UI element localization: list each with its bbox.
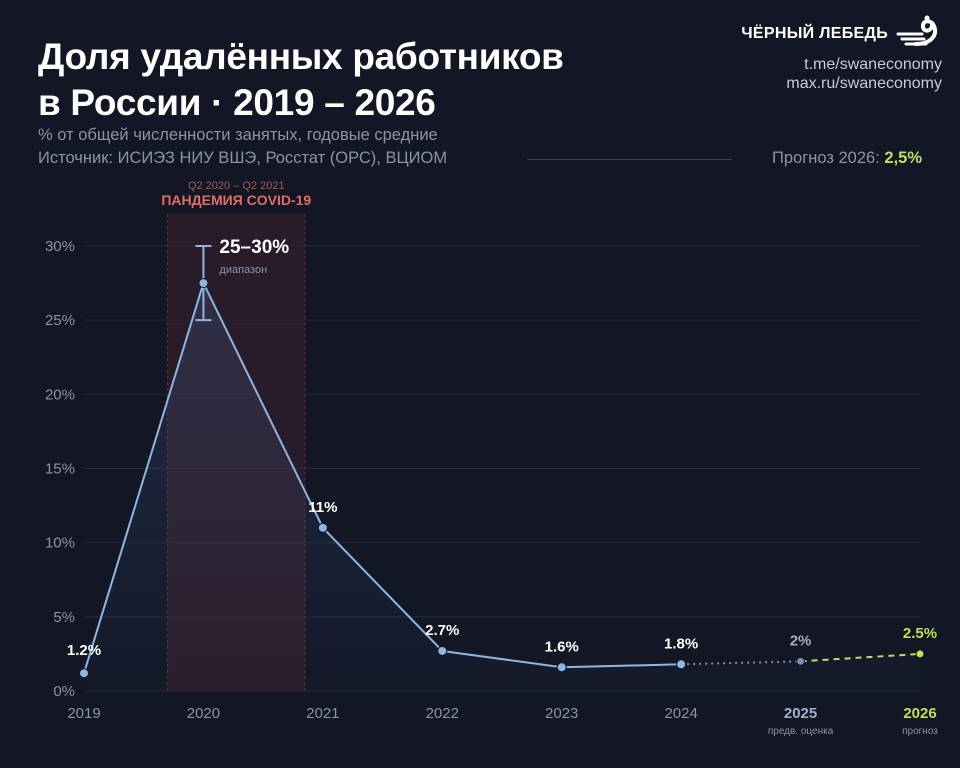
line-segment <box>322 527 444 652</box>
y-tick-label: 10% <box>45 535 75 552</box>
x-tick-sublabel: прогноз <box>902 726 938 737</box>
line-segment <box>561 663 682 669</box>
x-tick-label: 2026 <box>903 705 936 722</box>
line-segment <box>681 660 801 666</box>
pandemic-label: ПАНДЕМИЯ COVID-19 <box>161 192 311 208</box>
y-tick-label: 30% <box>45 238 75 255</box>
x-tick-label: 2020 <box>187 705 220 722</box>
y-tick-label: 20% <box>45 386 75 403</box>
y-tick-label: 15% <box>45 461 75 478</box>
line-segment <box>800 652 921 663</box>
source-divider <box>527 159 732 160</box>
brand-link-max[interactable]: max.ru/swaneconomy <box>786 75 942 92</box>
swan-logo-icon <box>896 14 942 53</box>
data-point <box>556 662 567 673</box>
x-tick-label: 2024 <box>664 705 697 722</box>
chart-subtitle: % от общей численности занятых, годовые … <box>38 126 438 144</box>
chart-title: Доля удалённых работников в России · 201… <box>38 34 564 126</box>
x-tick-sublabel: предв. оценка <box>768 726 834 737</box>
forecast-value: 2,5% <box>884 149 922 167</box>
brand-block: ЧЁРНЫЙ ЛЕБЕДЬ t.me/swaneconomy max.ru/sw… <box>741 14 942 93</box>
forecast-summary: Прогноз 2026: 2,5% <box>772 149 922 168</box>
data-point <box>796 656 806 666</box>
data-point <box>437 645 448 656</box>
pandemic-sublabel: Q2 2020 – Q2 2021 <box>188 180 285 192</box>
range-sublabel: диапазон <box>219 264 267 276</box>
title-line-1: Доля удалённых работников <box>38 36 564 77</box>
data-point <box>676 659 687 670</box>
x-tick-label: 2019 <box>67 705 100 722</box>
data-point <box>915 649 925 659</box>
y-tick-label: 0% <box>53 683 75 700</box>
y-tick-label: 25% <box>45 312 75 329</box>
data-point <box>198 278 209 289</box>
data-point <box>79 668 89 679</box>
line-segment <box>442 649 562 669</box>
line-segment <box>83 282 205 674</box>
line-segment <box>202 282 324 529</box>
data-label: 2% <box>790 632 812 649</box>
data-label: 25–30% <box>219 237 289 258</box>
data-label: 1.2% <box>67 642 101 659</box>
data-label: 2.5% <box>903 625 937 642</box>
brand-name: ЧЁРНЫЙ ЛЕБЕДЬ <box>741 24 888 42</box>
x-tick-label: 2023 <box>545 705 578 722</box>
data-label: 1.8% <box>664 635 698 652</box>
x-tick-label: 2025 <box>784 705 817 722</box>
x-tick-label: 2021 <box>306 705 339 722</box>
data-point <box>317 522 328 533</box>
data-label: 2.7% <box>425 622 459 639</box>
area-fill <box>84 283 920 691</box>
forecast-label: Прогноз 2026: <box>772 149 880 167</box>
title-line-2: в России · 2019 – 2026 <box>38 82 436 123</box>
source-note: Источник: ИСИЭЗ НИУ ВШЭ, Росстат (ОРС), … <box>38 149 448 167</box>
data-label: 11% <box>308 499 337 516</box>
data-label: 1.6% <box>545 638 579 655</box>
brand-link-telegram[interactable]: t.me/swaneconomy <box>804 56 942 73</box>
y-tick-label: 5% <box>53 609 75 626</box>
x-tick-label: 2022 <box>426 705 459 722</box>
